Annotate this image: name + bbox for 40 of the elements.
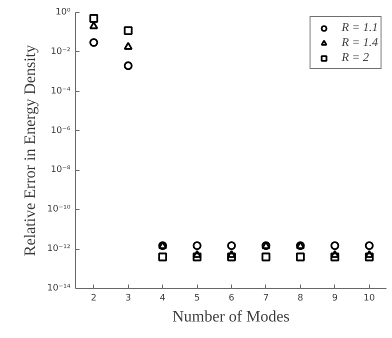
point <box>89 14 98 23</box>
x-tick-label: 10 <box>364 294 376 304</box>
y-tick-label: 10⁰ <box>55 8 71 18</box>
x-tick-label: 5 <box>194 294 200 304</box>
point <box>192 250 202 258</box>
legend-label: R = 1.1 <box>342 20 378 35</box>
x-tick-label: 6 <box>228 294 235 304</box>
y-axis-title: Relative Error in Energy Density <box>22 44 40 256</box>
point <box>227 252 236 262</box>
point <box>330 252 340 262</box>
legend-label: R = 1.4 <box>342 35 378 50</box>
x-tick-label: 7 <box>263 294 269 304</box>
y-tick-label: 10⁻⁶ <box>50 126 71 136</box>
x-tick-label: 9 <box>332 294 338 304</box>
point <box>192 241 202 250</box>
point <box>364 241 374 250</box>
point <box>330 241 340 250</box>
point <box>262 252 270 262</box>
point <box>158 252 168 262</box>
point <box>89 38 98 47</box>
point <box>192 252 202 262</box>
point <box>227 241 236 250</box>
y-tick-label: 10⁻⁸ <box>50 165 71 176</box>
x-tick-label: 3 <box>125 294 132 304</box>
point <box>124 26 133 36</box>
y-tick-label: 10⁻¹⁴ <box>47 284 71 294</box>
point <box>124 61 133 70</box>
point <box>296 252 305 262</box>
y-tick-label: 10⁻¹⁰ <box>47 204 71 215</box>
point <box>364 252 374 262</box>
x-tick-label: 4 <box>160 294 166 304</box>
point <box>227 250 236 258</box>
point <box>124 42 133 50</box>
x-axis-title: Number of Modes <box>172 308 290 326</box>
y-tick-label: 10⁻² <box>50 46 71 57</box>
y-tick-label: 10⁻⁴ <box>50 86 71 96</box>
x-tick-label: 2 <box>90 294 97 304</box>
y-tick-label: 10⁻¹² <box>47 244 71 254</box>
x-tick-label: 8 <box>298 294 304 304</box>
legend-label: R = 2 <box>342 50 369 65</box>
